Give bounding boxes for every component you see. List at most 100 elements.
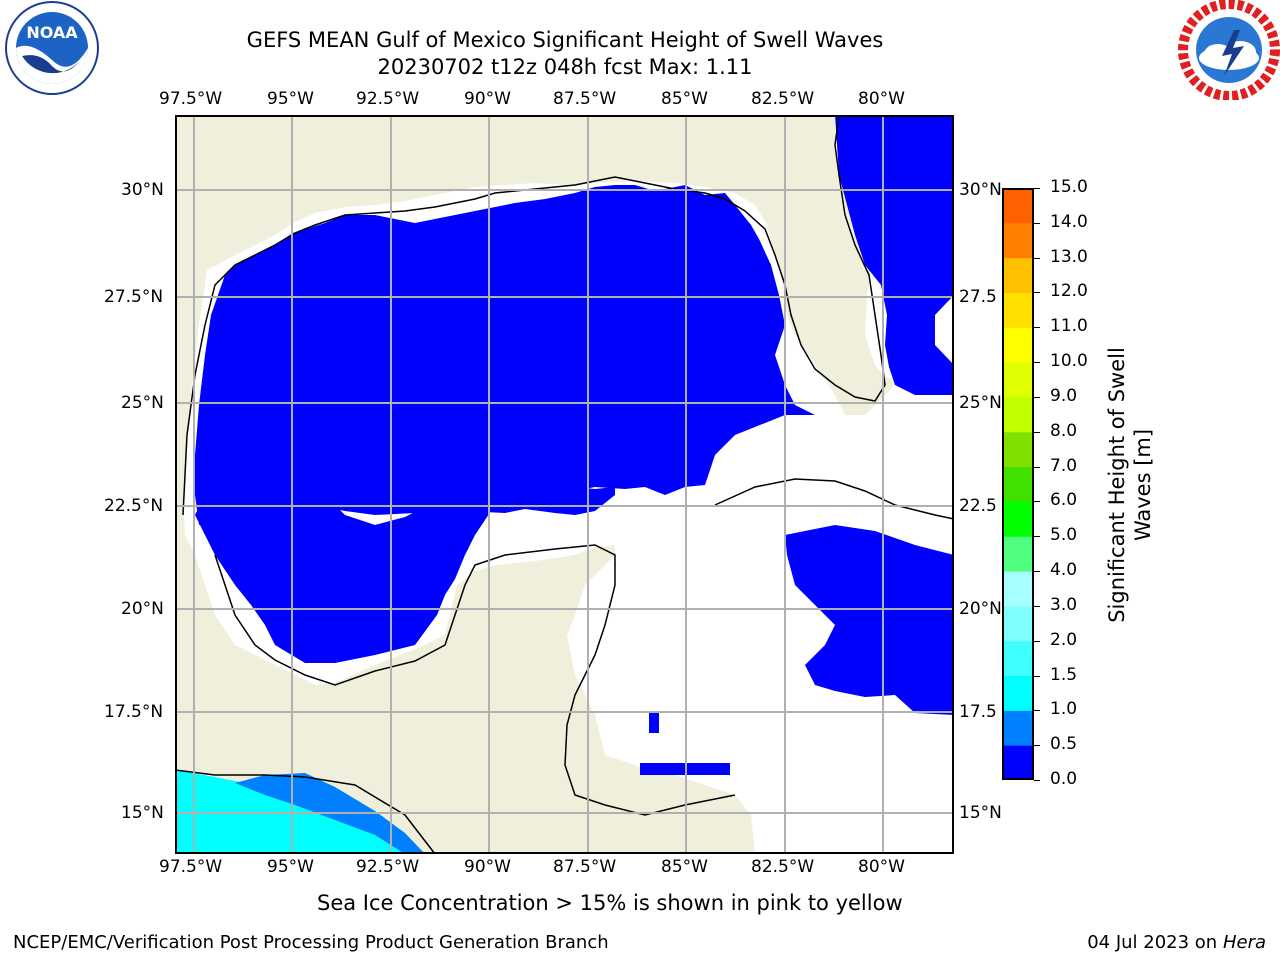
- lat-right-1: 27.5: [959, 287, 997, 307]
- colorbar-tick-label: 4.0: [1050, 560, 1078, 581]
- colorbar-segment: [1002, 362, 1034, 398]
- colorbar-segment: [1002, 640, 1034, 677]
- colorbar-tick-mark: [1034, 431, 1040, 433]
- lon-bottom-0: 97.5°W: [159, 857, 223, 877]
- colorbar-tick-label: 3.0: [1050, 594, 1078, 615]
- footer-date: 04 Jul 2023 on: [1087, 932, 1223, 953]
- sea-ice-note: Sea Ice Concentration > 15% is shown in …: [317, 891, 903, 915]
- lon-top-5: 85°W: [661, 89, 708, 109]
- lon-top-7: 80°W: [858, 89, 905, 109]
- footer-right: 04 Jul 2023 on Hera: [1087, 932, 1266, 953]
- colorbar-tick-mark: [1034, 466, 1040, 468]
- colorbar-tick-label: 8.0: [1050, 420, 1078, 441]
- footer-left: NCEP/EMC/Verification Post Processing Pr…: [13, 932, 609, 953]
- lat-left-0: 30°N: [121, 180, 164, 200]
- colorbar-segment: [1002, 571, 1034, 607]
- lon-top-3: 90°W: [464, 89, 511, 109]
- map-frame: [175, 115, 954, 854]
- lat-left-6: 15°N: [121, 803, 164, 823]
- lon-top-1: 95°W: [267, 89, 314, 109]
- lat-left-2: 25°N: [121, 393, 164, 413]
- swell-gulf-region: [195, 185, 815, 663]
- colorbar-tick-label: 12.0: [1050, 281, 1088, 302]
- colorbar-tick-mark: [1034, 675, 1040, 677]
- lon-bottom-1: 95°W: [267, 857, 314, 877]
- colorbar-segment: [1002, 396, 1034, 433]
- gridlines: [175, 115, 954, 854]
- colorbar-segment: [1002, 222, 1034, 259]
- colorbar-segment: [1002, 431, 1034, 468]
- colorbar-tick-label: 0.0: [1050, 769, 1078, 789]
- noaa-logo: NOAA: [0, 0, 104, 100]
- colorbar-segment: [1002, 327, 1034, 363]
- colorbar-segment: [1002, 188, 1034, 224]
- colorbar-tick-label: 2.0: [1050, 629, 1078, 650]
- colorbar-tick-label: 14.0: [1050, 211, 1088, 232]
- colorbar: [1002, 188, 1034, 781]
- colorbar-label-line-1: Significant Height of Swell: [1105, 347, 1129, 623]
- colorbar-tick-mark: [1034, 571, 1040, 573]
- colorbar-tick-mark: [1034, 362, 1040, 364]
- lat-left-4: 20°N: [121, 599, 164, 619]
- colorbar-segment: [1002, 536, 1034, 572]
- colorbar-tick-mark: [1034, 257, 1040, 259]
- swell-patch-small: [649, 713, 659, 733]
- colorbar-tick-label: 11.0: [1050, 316, 1088, 337]
- lat-right-3: 22.5: [959, 496, 997, 516]
- lon-bottom-3: 90°W: [464, 857, 511, 877]
- colorbar-segment: [1002, 257, 1034, 293]
- colorbar-tick-mark: [1034, 501, 1040, 503]
- noaa-logo-text: NOAA: [26, 23, 78, 42]
- colorbar-tick-label: 10.0: [1050, 351, 1088, 372]
- lat-right-0: 30°N: [959, 180, 1002, 200]
- lat-left-1: 27.5°N: [104, 287, 164, 307]
- colorbar-tick-mark: [1034, 292, 1040, 294]
- colorbar-tick-label: 5.0: [1050, 525, 1078, 546]
- colorbar-segment: [1002, 710, 1034, 746]
- colorbar-tick-mark: [1034, 710, 1040, 712]
- colorbar-tick-mark: [1034, 605, 1040, 607]
- colorbar-segment: [1002, 675, 1034, 711]
- lat-right-5: 17.5: [959, 702, 997, 722]
- title-line-1: GEFS MEAN Gulf of Mexico Significant Hei…: [246, 28, 884, 52]
- lon-top-2: 92.5°W: [356, 89, 420, 109]
- colorbar-ticks: 0.0 0.5 1.0 1.5 2.0 3.0 4.0 5.0 6.0 7.0 8.0 9.0 10.0…: [1034, 177, 1100, 790]
- swell-caribbean-region: [785, 525, 954, 715]
- colorbar-tick-label: 15.0: [1050, 177, 1088, 197]
- swell-atlantic-region: [835, 115, 954, 395]
- colorbar-tick-mark: [1034, 640, 1040, 642]
- colorbar-tick-label: 1.0: [1050, 699, 1078, 720]
- lon-bottom-2: 92.5°W: [356, 857, 420, 877]
- colorbar-tick-mark: [1034, 396, 1040, 398]
- colorbar-segment: [1002, 605, 1034, 642]
- lat-right-6: 15°N: [959, 803, 1002, 823]
- title-line-2: 20230702 t12z 048h fcst Max: 1.11: [377, 55, 753, 79]
- colorbar-tick-mark: [1034, 222, 1040, 224]
- colorbar-tick-label: 0.5: [1050, 734, 1078, 755]
- colorbar-segment: [1002, 501, 1034, 537]
- colorbar-tick-mark: [1034, 780, 1040, 781]
- lon-bottom-7: 80°W: [858, 857, 905, 877]
- lat-left-5: 17.5°N: [104, 702, 164, 722]
- colorbar-tick-label: 6.0: [1050, 490, 1078, 511]
- colorbar-tick-mark: [1034, 536, 1040, 538]
- lon-top-6: 82.5°W: [751, 89, 815, 109]
- colorbar-segment: [1002, 745, 1034, 781]
- lon-bottom-5: 85°W: [661, 857, 708, 877]
- colorbar-tick-label: 13.0: [1050, 246, 1088, 267]
- lat-right-4: 20°N: [959, 599, 1002, 619]
- colorbar-tick-label: 7.0: [1050, 455, 1078, 476]
- lon-bottom-6: 82.5°W: [751, 857, 815, 877]
- colorbar-frame: [1002, 188, 1034, 780]
- colorbar-tick-mark: [1034, 188, 1040, 189]
- colorbar-segment: [1002, 466, 1034, 502]
- lon-bottom-4: 87.5°W: [553, 857, 617, 877]
- footer-host: Hera: [1222, 932, 1266, 953]
- lat-left-3: 22.5°N: [104, 496, 164, 516]
- colorbar-tick-mark: [1034, 327, 1040, 329]
- nws-logo: [1178, 0, 1280, 101]
- lat-right-2: 25°N: [959, 393, 1002, 413]
- map-panel: [174, 114, 955, 855]
- colorbar-label-line-2: Waves [m]: [1131, 428, 1155, 542]
- lon-top-4: 87.5°W: [553, 89, 617, 109]
